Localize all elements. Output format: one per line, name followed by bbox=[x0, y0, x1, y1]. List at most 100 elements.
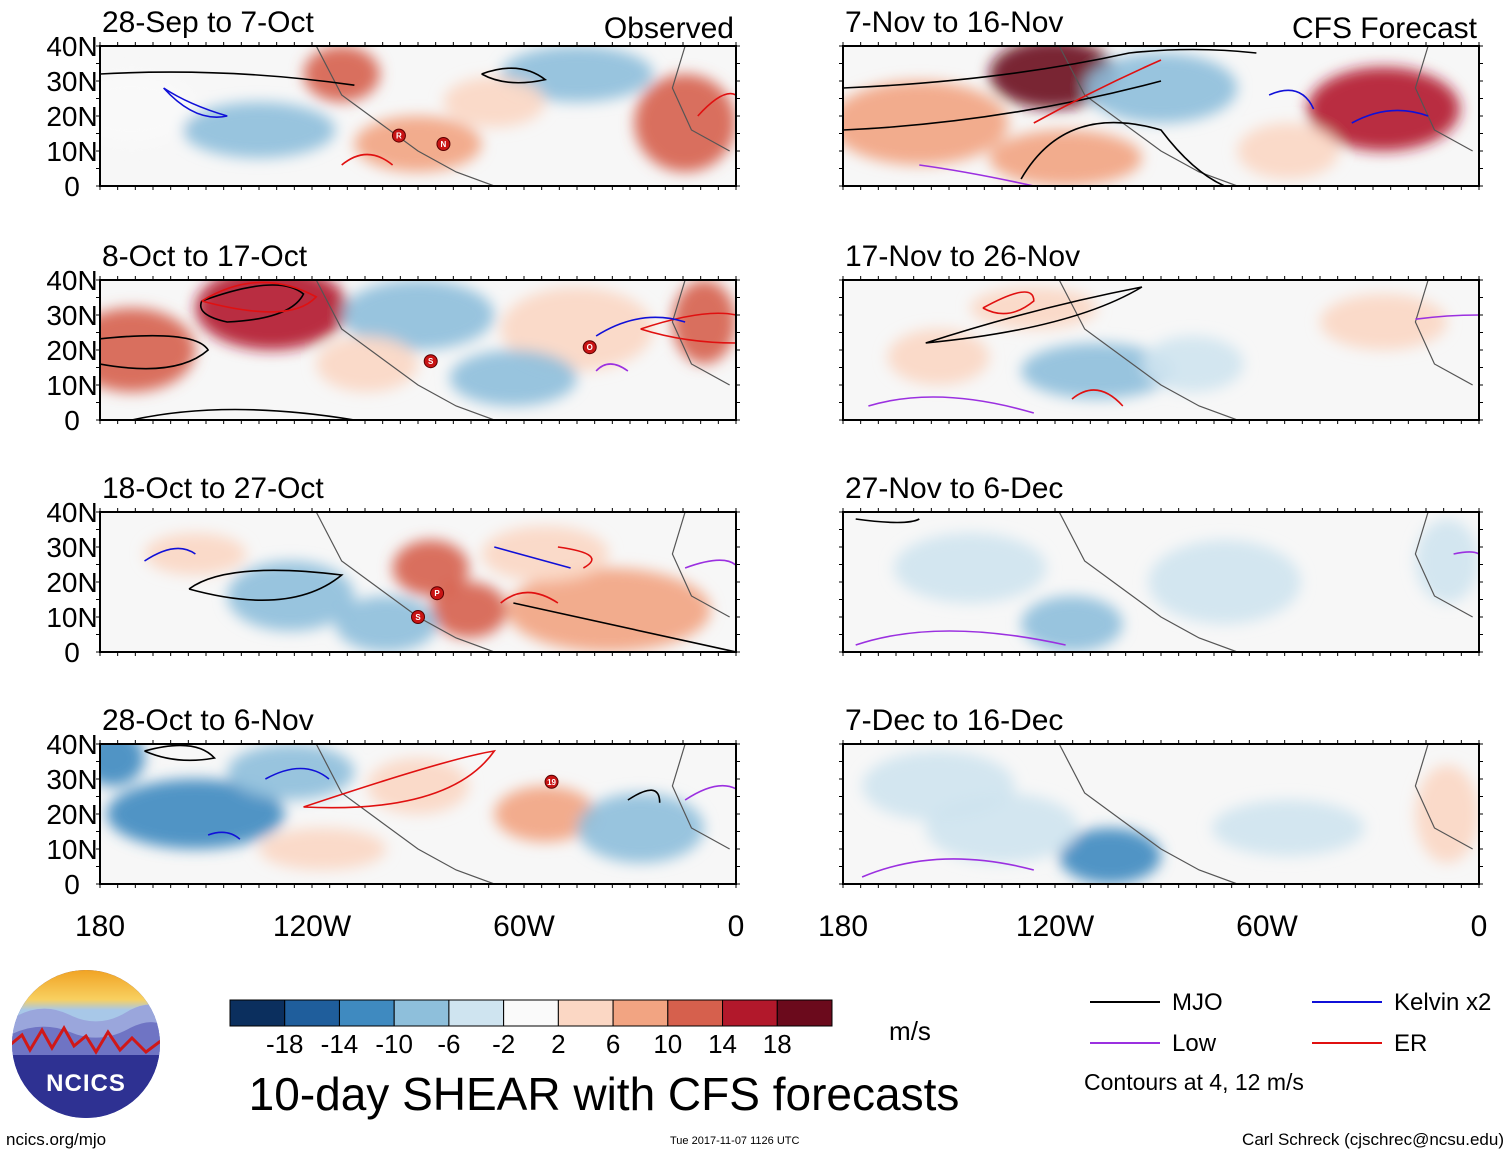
storm-marker: 19 bbox=[544, 774, 559, 789]
panel-8: 7-Dec to 16-Dec 180 120W 60W 0 bbox=[818, 704, 1487, 943]
y-tick-label: 10N bbox=[46, 834, 97, 865]
storm-marker: O bbox=[582, 340, 597, 355]
author-credit: Carl Schreck (cjschrec@ncsu.edu) bbox=[1242, 1130, 1504, 1149]
x-tick-label: 0 bbox=[1471, 910, 1488, 943]
y-tick-label: 20N bbox=[46, 567, 97, 598]
y-tick-label: 30N bbox=[46, 300, 97, 331]
y-tick-label: 10N bbox=[46, 136, 97, 167]
svg-text:ER: ER bbox=[1394, 1030, 1427, 1057]
colorbar-tick-label: -18 bbox=[266, 1029, 304, 1059]
y-tick-label: 40N bbox=[46, 497, 97, 528]
y-tick-label: 20N bbox=[46, 335, 97, 366]
x-tick-label: 120W bbox=[273, 910, 352, 943]
colorbar-tick-label: 10 bbox=[653, 1029, 682, 1059]
y-tick-label: 40N bbox=[46, 265, 97, 296]
colorbar-tick-label: 14 bbox=[708, 1029, 737, 1059]
svg-text:Low: Low bbox=[1172, 1030, 1217, 1057]
x-tick-label: 60W bbox=[493, 910, 555, 943]
storm-marker: S bbox=[411, 610, 425, 624]
panel-period-label: 17-Nov to 26-Nov bbox=[845, 240, 1080, 273]
colorbar-tick-label: 6 bbox=[606, 1029, 620, 1059]
svg-text:MJO: MJO bbox=[1172, 989, 1223, 1016]
colorbar-swatch bbox=[448, 999, 505, 1027]
panel-7: 27-Nov to 6-Dec bbox=[842, 472, 1480, 653]
y-tick-label: 20N bbox=[46, 101, 97, 132]
legend-item: ER bbox=[1312, 1030, 1427, 1057]
y-tick-label: 30N bbox=[46, 532, 97, 563]
y-tick-label: 0 bbox=[64, 171, 80, 202]
colorbar: -18 -14 -10 -6 -2 2 6 10 14 18 bbox=[229, 999, 833, 1059]
panel-5: 7-Nov to 16-Nov CFS Forecast bbox=[842, 6, 1480, 187]
contour-note: Contours at 4, 12 m/s bbox=[1084, 1069, 1304, 1095]
y-tick-label: 0 bbox=[64, 637, 80, 668]
panel-period-label: 28-Sep to 7-Oct bbox=[102, 6, 314, 39]
colorbar-swatch bbox=[284, 999, 340, 1027]
site-link[interactable]: ncics.org/mjo bbox=[6, 1130, 107, 1149]
svg-text:O: O bbox=[587, 343, 593, 352]
svg-text:P: P bbox=[434, 589, 440, 598]
colorbar-tick-label: -14 bbox=[321, 1029, 359, 1059]
colorbar-unit: m/s bbox=[889, 1016, 931, 1046]
colorbar-swatch bbox=[393, 999, 450, 1027]
colorbar-swatch bbox=[229, 999, 286, 1027]
panel-period-label: 7-Nov to 16-Nov bbox=[845, 6, 1063, 39]
column-label: CFS Forecast bbox=[1292, 12, 1478, 45]
panel-period-label: 8-Oct to 17-Oct bbox=[102, 240, 308, 273]
legend: MJO Kelvin x2 Low ER bbox=[1090, 989, 1491, 1057]
panel-period-label: 18-Oct to 27-Oct bbox=[102, 472, 324, 505]
y-tick-label: 20N bbox=[46, 799, 97, 830]
x-tick-label: 180 bbox=[818, 910, 868, 943]
colorbar-tick-label: -10 bbox=[375, 1029, 413, 1059]
legend-item: Low bbox=[1090, 1030, 1217, 1057]
x-tick-label: 60W bbox=[1236, 910, 1298, 943]
panel-period-label: 28-Oct to 6-Nov bbox=[102, 704, 314, 737]
y-tick-label: 10N bbox=[46, 602, 97, 633]
y-tick-label: 30N bbox=[46, 764, 97, 795]
colorbar-tick-label: 2 bbox=[551, 1029, 565, 1059]
colorbar-tick-label: -2 bbox=[492, 1029, 515, 1059]
y-tick-label: 0 bbox=[64, 405, 80, 436]
panel-1: R N 28-Sep to 7-Oct Observed 40N 30N 20N 10N 0 bbox=[46, 6, 737, 202]
colorbar-tick-label: -6 bbox=[437, 1029, 460, 1059]
x-tick-label: 180 bbox=[75, 910, 125, 943]
y-tick-label: 40N bbox=[46, 31, 97, 62]
colorbar-swatch bbox=[667, 999, 724, 1027]
svg-text:Kelvin x2: Kelvin x2 bbox=[1394, 989, 1491, 1016]
colorbar-tick-label: 18 bbox=[763, 1029, 792, 1059]
panel-period-label: 27-Nov to 6-Dec bbox=[845, 472, 1063, 505]
colorbar-swatch bbox=[557, 999, 614, 1027]
colorbar-swatch bbox=[776, 999, 833, 1027]
panel-period-label: 7-Dec to 16-Dec bbox=[845, 704, 1063, 737]
y-tick-label: 30N bbox=[46, 66, 97, 97]
column-label: Observed bbox=[604, 12, 734, 45]
timestamp: Tue 2017-11-07 1126 UTC bbox=[670, 1135, 800, 1147]
svg-text:S: S bbox=[415, 613, 421, 622]
colorbar-swatch bbox=[722, 999, 778, 1027]
svg-text:R: R bbox=[396, 132, 402, 141]
logo-text: NCICS bbox=[46, 1070, 126, 1097]
svg-text:19: 19 bbox=[547, 778, 556, 787]
x-tick-label: 120W bbox=[1016, 910, 1095, 943]
colorbar-swatch bbox=[338, 999, 395, 1027]
y-tick-label: 0 bbox=[64, 869, 80, 900]
legend-item: Kelvin x2 bbox=[1312, 989, 1491, 1016]
storm-marker: R bbox=[391, 128, 406, 143]
storm-marker: S bbox=[423, 354, 438, 369]
svg-text:N: N bbox=[441, 140, 447, 149]
y-tick-label: 10N bbox=[46, 370, 97, 401]
storm-marker: P bbox=[430, 586, 445, 601]
svg-text:S: S bbox=[428, 357, 434, 366]
legend-item: MJO bbox=[1090, 989, 1223, 1016]
panel-6: 17-Nov to 26-Nov bbox=[842, 240, 1480, 421]
ncics-logo: NCICS bbox=[12, 970, 160, 1118]
y-tick-label: 40N bbox=[46, 729, 97, 760]
chart-title: 10-day SHEAR with CFS forecasts bbox=[249, 1068, 960, 1120]
x-tick-label: 0 bbox=[728, 910, 745, 943]
colorbar-swatch bbox=[612, 999, 669, 1027]
colorbar-swatch bbox=[503, 999, 559, 1027]
storm-marker: N bbox=[436, 137, 451, 151]
